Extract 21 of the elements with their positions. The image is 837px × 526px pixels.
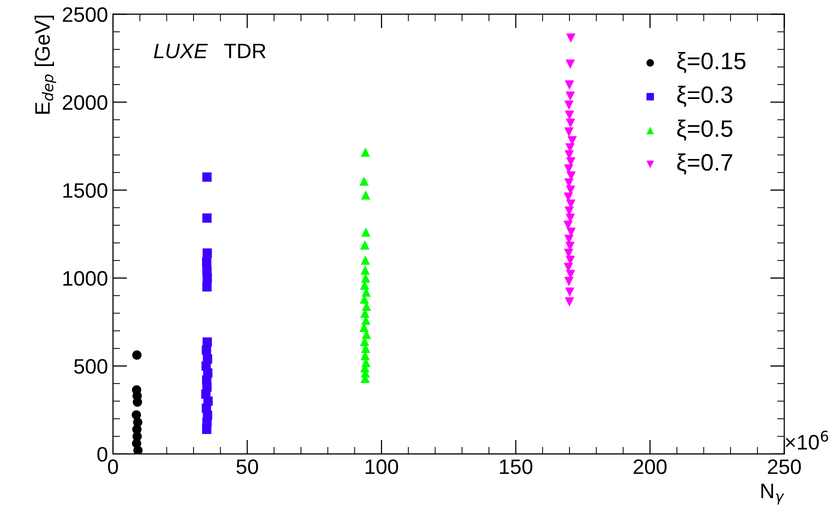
x-tick-label: 100 [366,459,398,474]
x-tick-label: 150 [500,459,532,474]
y-tick-label: 1500 [63,183,108,198]
y-tick-label: 0 [97,446,108,462]
y-tick-label: 1000 [63,271,108,286]
y-tick-label: 2500 [62,7,108,22]
legend-label: ξ=0.7 [677,153,732,175]
annotation: TDR [224,44,266,58]
x-tick-label: 0 [108,459,118,474]
x-tick-label: 200 [634,459,667,474]
x-tick-label: 250 [768,459,801,474]
y-tick-label: 2000 [62,95,108,110]
y-axis-title: E$_{dep}$ [GeV] [34,16,56,114]
legend-label: ξ=0.5 [677,120,732,141]
x-axis-title: N$_{γ}$ [761,484,784,505]
annotation: LUXE [154,44,208,58]
y-tick-label: 500 [74,358,108,374]
x-tick-label: 50 [236,459,258,474]
legend-label: ξ=0.3 [677,86,732,107]
legend-label: ξ=0.15 [677,52,746,74]
text: ×10$^{6}$ [786,430,828,450]
